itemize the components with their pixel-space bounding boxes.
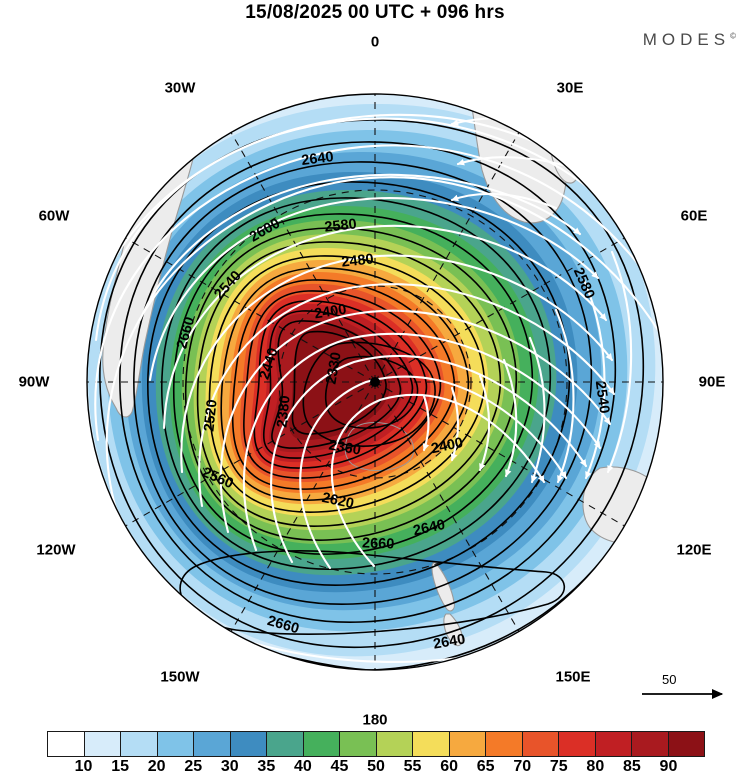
colorbar-tick: 45 (330, 758, 349, 775)
vector-scale-arrow (642, 688, 724, 700)
lon-label-60w: 60W (38, 207, 70, 225)
page-title: 15/08/2025 00 UTC + 096 hrs (245, 2, 505, 23)
colorbar-ticklabels: 10 15 20 25 30 35 40 45 50 55 60 65 70 75 80 85 90 (47, 758, 705, 780)
lon-label-30e: 30E (556, 79, 584, 97)
colorbar-tick: 10 (74, 758, 93, 775)
vector-scale-value: 50 (662, 672, 677, 687)
colorbar-cell (486, 732, 523, 756)
graticule (87, 94, 663, 670)
copyright-icon: © (730, 31, 736, 41)
colorbar-tick: 30 (220, 758, 239, 775)
lon-label-180: 180 (362, 711, 388, 729)
contour-label: 2660 (362, 535, 395, 552)
colorbar-tick: 90 (659, 758, 678, 775)
modes-logo: MODES© (643, 30, 736, 50)
contour-label: 2360 (327, 437, 362, 458)
colorbar-tick: 70 (513, 758, 532, 775)
colorbar-cell (668, 732, 704, 756)
lon-label-150w: 150W (160, 668, 200, 686)
colorbar-cell (413, 732, 450, 756)
lon-label-30w: 30W (164, 79, 196, 97)
svg-text:2520: 2520 (50, 378, 81, 414)
colorbar-cell (121, 732, 158, 756)
colorbar-tick: 50 (367, 758, 385, 775)
svg-text:2540: 2540 (592, 380, 612, 414)
contour-label: 2380 (274, 395, 293, 429)
colorbar-cell (522, 732, 559, 756)
globe-outline (86, 93, 664, 671)
colorbar-cell (230, 732, 267, 756)
colorbar-tick: 75 (549, 758, 568, 775)
colorbar-cell (48, 732, 85, 756)
contour-label: 2540 (592, 380, 612, 414)
svg-text:2640: 2640 (412, 517, 447, 539)
contour-label: 2580 (324, 216, 358, 235)
colorbar-cell (449, 732, 486, 756)
contour-label: 2400 (430, 435, 465, 457)
svg-text:2580: 2580 (324, 216, 358, 235)
colorbar-tick: 65 (476, 758, 495, 775)
lon-label-90w: 90W (18, 373, 50, 391)
contour-label: 2620 (320, 490, 355, 512)
colorbar (47, 731, 705, 757)
svg-text:2620: 2620 (320, 490, 355, 512)
colorbar-cell (267, 732, 304, 756)
colorbar-cell (632, 732, 669, 756)
svg-text:2400: 2400 (313, 302, 347, 323)
lon-label-90e: 90E (698, 373, 726, 391)
colorbar-tick: 35 (257, 758, 276, 775)
svg-text:2640: 2640 (432, 631, 467, 652)
pole-dot-icon (370, 377, 380, 387)
lon-label-0: 0 (370, 33, 380, 51)
svg-text:2660: 2660 (362, 535, 395, 552)
svg-text:2520: 2520 (201, 399, 220, 433)
colorbar-tick: 60 (440, 758, 459, 775)
colorbar-tick: 80 (586, 758, 605, 775)
colorbar-tick: 20 (147, 758, 166, 775)
map-svg: 2640 2600 2580 2540 2480 2660 2440 2400 … (50, 93, 664, 671)
colorbar-cell (157, 732, 194, 756)
lon-label-120w: 120W (36, 541, 76, 559)
contour-labels: 2640 2600 2580 2540 2480 2660 2440 2400 … (50, 149, 612, 653)
svg-text:2480: 2480 (341, 251, 375, 270)
colorbar-cell (194, 732, 231, 756)
contour-label: 2520 (201, 399, 220, 433)
lon-label-120e: 120E (676, 541, 712, 559)
svg-text:2640: 2640 (301, 149, 335, 169)
contour-label: 2640 (412, 517, 447, 539)
map-content: 2640 2600 2580 2540 2480 2660 2440 2400 … (50, 94, 663, 670)
colorbar-cell (559, 732, 596, 756)
contour-label: 2480 (341, 251, 375, 270)
colorbar-tick: 85 (622, 758, 641, 775)
svg-text:2400: 2400 (430, 435, 465, 457)
colorbar-tick: 25 (184, 758, 203, 775)
svg-text:2380: 2380 (274, 395, 293, 429)
contour-label: 2400 (313, 302, 347, 323)
svg-text:2360: 2360 (327, 437, 362, 458)
colorbar-cells (47, 731, 705, 757)
colorbar-cell (340, 732, 377, 756)
svg-text:2330: 2330 (323, 351, 344, 386)
lon-label-150e: 150E (555, 668, 591, 686)
polar-map-plot: 2640 2600 2580 2540 2480 2660 2440 2400 … (0, 20, 750, 729)
colorbar-tick: 15 (111, 758, 130, 775)
contour-label: 2330 (323, 351, 344, 386)
contour-label: 2640 (301, 149, 335, 169)
colorbar-tick: 55 (403, 758, 422, 775)
colorbar-cell (595, 732, 632, 756)
colorbar-cell (303, 732, 340, 756)
streamlines-reverse (422, 250, 633, 484)
colorbar-cell (376, 732, 413, 756)
lon-label-60e: 60E (680, 207, 708, 225)
colorbar-tick: 40 (293, 758, 312, 775)
contour-label: 2520 (50, 378, 81, 414)
colorbar-cell (84, 732, 121, 756)
brand-name: MODES (642, 30, 731, 49)
contour-label: 2640 (432, 631, 467, 652)
